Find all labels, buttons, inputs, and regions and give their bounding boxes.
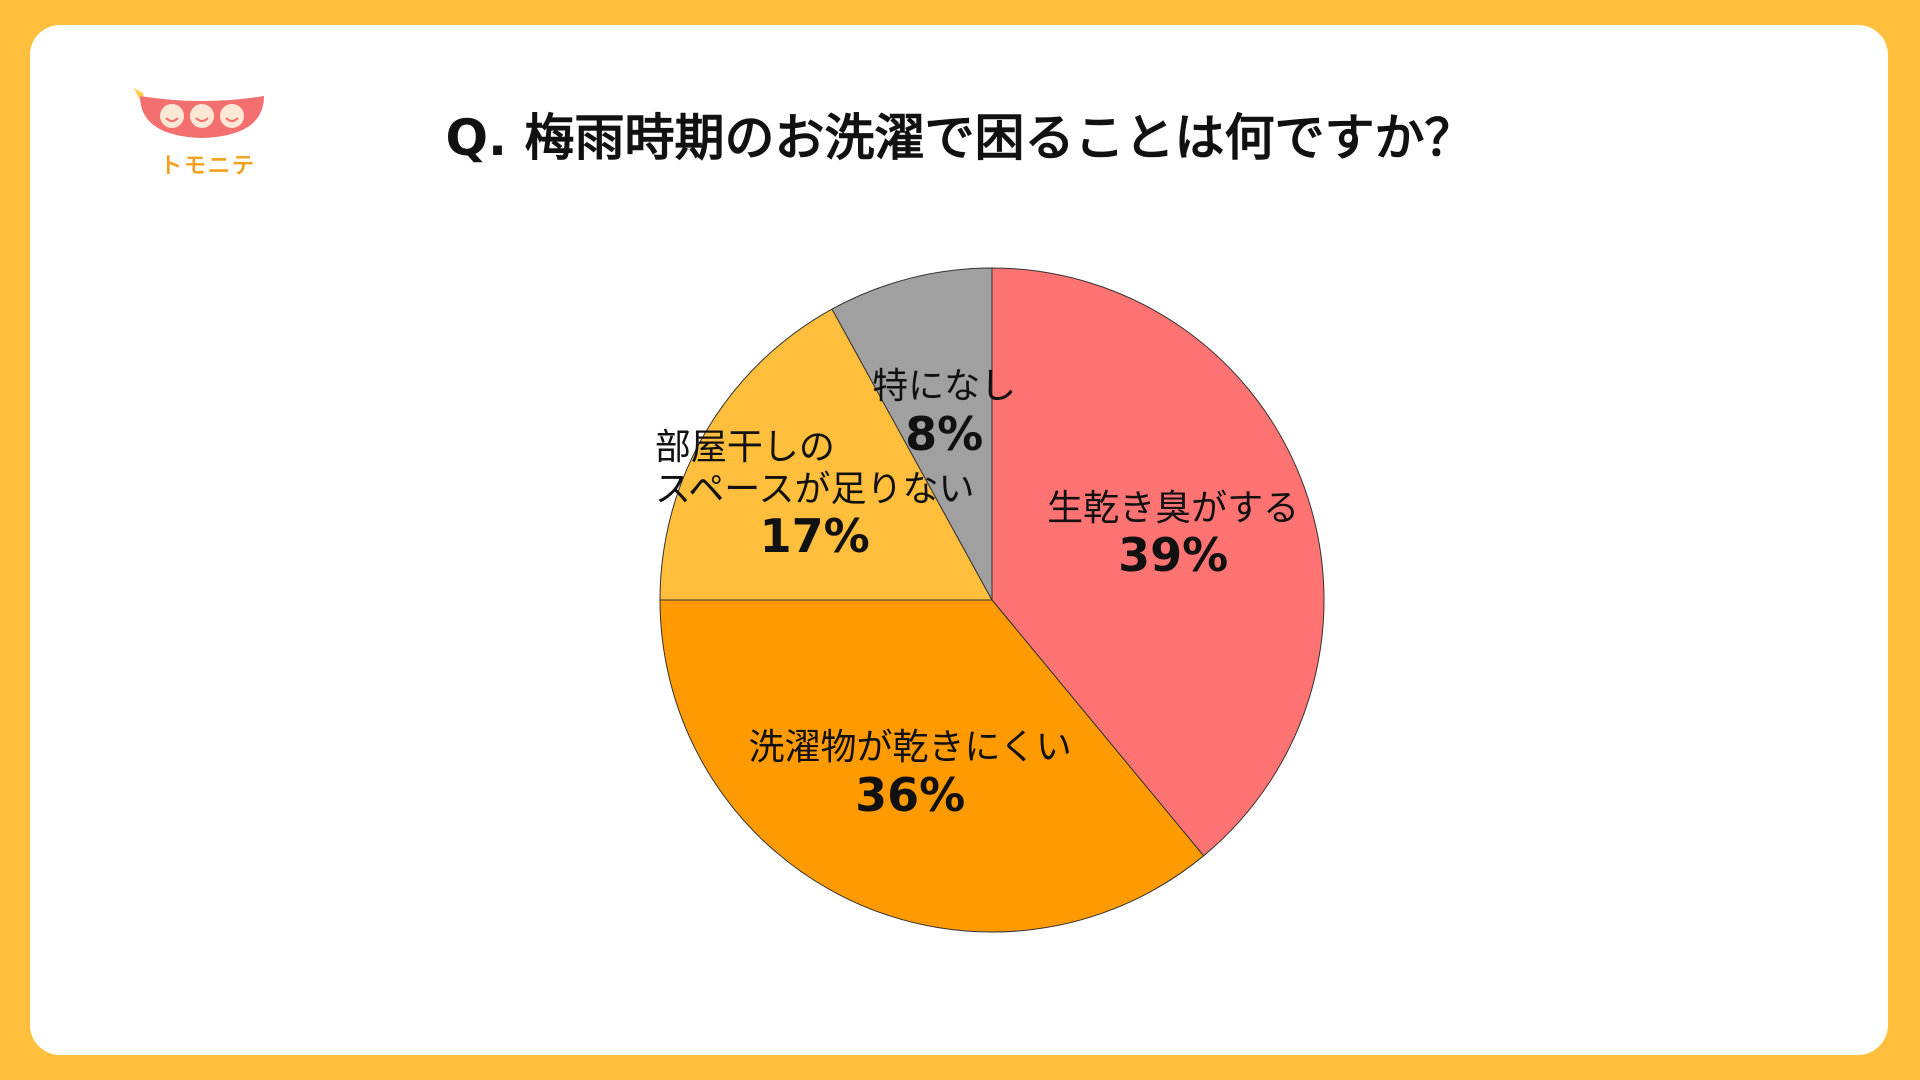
- pie-slice: [831, 267, 993, 601]
- slice-category-label: 特になし: [872, 366, 1017, 408]
- pie-slice: [991, 267, 1325, 857]
- slice-label: 生乾き臭がする 39%: [1047, 488, 1299, 582]
- slice-label: 部屋干しの スペースが足りない 17%: [655, 427, 975, 563]
- slice-category-label: 洗濯物が乾きにくい: [748, 727, 1072, 769]
- smiling-bean-pod-logo-icon: [134, 88, 264, 138]
- logo-text: トモニテ: [159, 154, 256, 179]
- pie-slice: [659, 599, 1205, 933]
- slice-percent-label: 17%: [759, 509, 870, 563]
- chart-title: Q. 梅雨時期のお洗濯で困ることは何ですか？: [445, 109, 1475, 167]
- pie-slice: [659, 308, 993, 601]
- slice-percent-label: 39%: [1118, 528, 1229, 583]
- slice-category-label: 部屋干しの スペースが足りない: [654, 427, 975, 510]
- slice-label: 洗濯物が乾きにくい 36%: [749, 727, 1072, 821]
- slice-category-label: 生乾き臭がする: [1047, 487, 1300, 529]
- slice-percent-label: 36%: [855, 767, 966, 822]
- slice-label: 特になし 8%: [872, 366, 1016, 460]
- slice-percent-label: 8%: [905, 406, 984, 461]
